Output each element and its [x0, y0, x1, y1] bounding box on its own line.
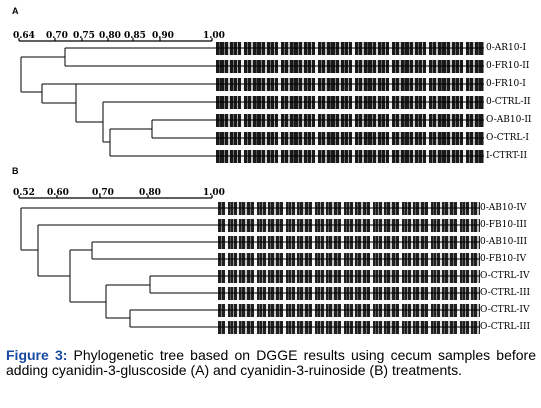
lane-label-b: 0-FB10-IV: [480, 254, 527, 264]
lane-label-b: O-CTRL-IV: [480, 271, 530, 281]
lane-label-b: 0-AB10-IV: [480, 203, 527, 213]
lane-label-b: 0-AB10-III: [480, 237, 528, 247]
scale-b-label: 0.52: [13, 188, 35, 198]
scale-a-label: 0.90: [152, 31, 174, 41]
lane-label-a: 0-AR10-I: [486, 43, 527, 53]
scale-a-label: 0.80: [99, 31, 121, 41]
lane-label-a: 0-FR10-II: [486, 61, 530, 71]
lane-label-a: 0-CTRL-II: [486, 97, 531, 107]
scale-b-label: 0.80: [139, 188, 161, 198]
figure-caption: Figure 3: Phylogenetic tree based on DGG…: [6, 348, 536, 378]
scale-bar-b: [18, 195, 213, 199]
panel-b-letter: B: [12, 166, 19, 176]
lane-label-b: O-CTRL-III: [480, 322, 531, 332]
dendrogram-b: [20, 207, 480, 328]
gel-lanes-b: [218, 202, 480, 334]
lane-label-a: O-CTRL-I: [486, 133, 529, 143]
panel-a-letter: A: [12, 6, 19, 16]
scale-a-label: 0.75: [73, 31, 95, 41]
lane-label-a: 0-FR10-I: [486, 79, 526, 89]
caption-text: Phylogenetic tree based on DGGE results …: [6, 347, 536, 378]
lane-label-b: O-CTRL-IV: [480, 305, 530, 315]
scale-a-label: 0.64: [13, 31, 35, 41]
scale-a-label: 0.85: [124, 31, 146, 41]
scale-bar-a: [18, 38, 213, 42]
dendrogram-figure: [18, 38, 484, 334]
scale-b-label: 0.70: [92, 188, 114, 198]
lane-label-b: 0-FB10-III: [480, 220, 527, 230]
scale-b-label: 1.00: [203, 188, 225, 198]
lane-label-a: I-CTRT-II: [486, 151, 528, 161]
lane-label-b: O-CTRL-III: [480, 288, 531, 298]
scale-a-label: 1.00: [203, 31, 225, 41]
scale-b-label: 0.60: [47, 188, 69, 198]
figure-label: Figure 3:: [6, 347, 68, 363]
dendrogram-a: [20, 47, 484, 157]
lane-label-a: O-AB10-II: [486, 115, 532, 125]
scale-a-label: 0.70: [46, 31, 68, 41]
